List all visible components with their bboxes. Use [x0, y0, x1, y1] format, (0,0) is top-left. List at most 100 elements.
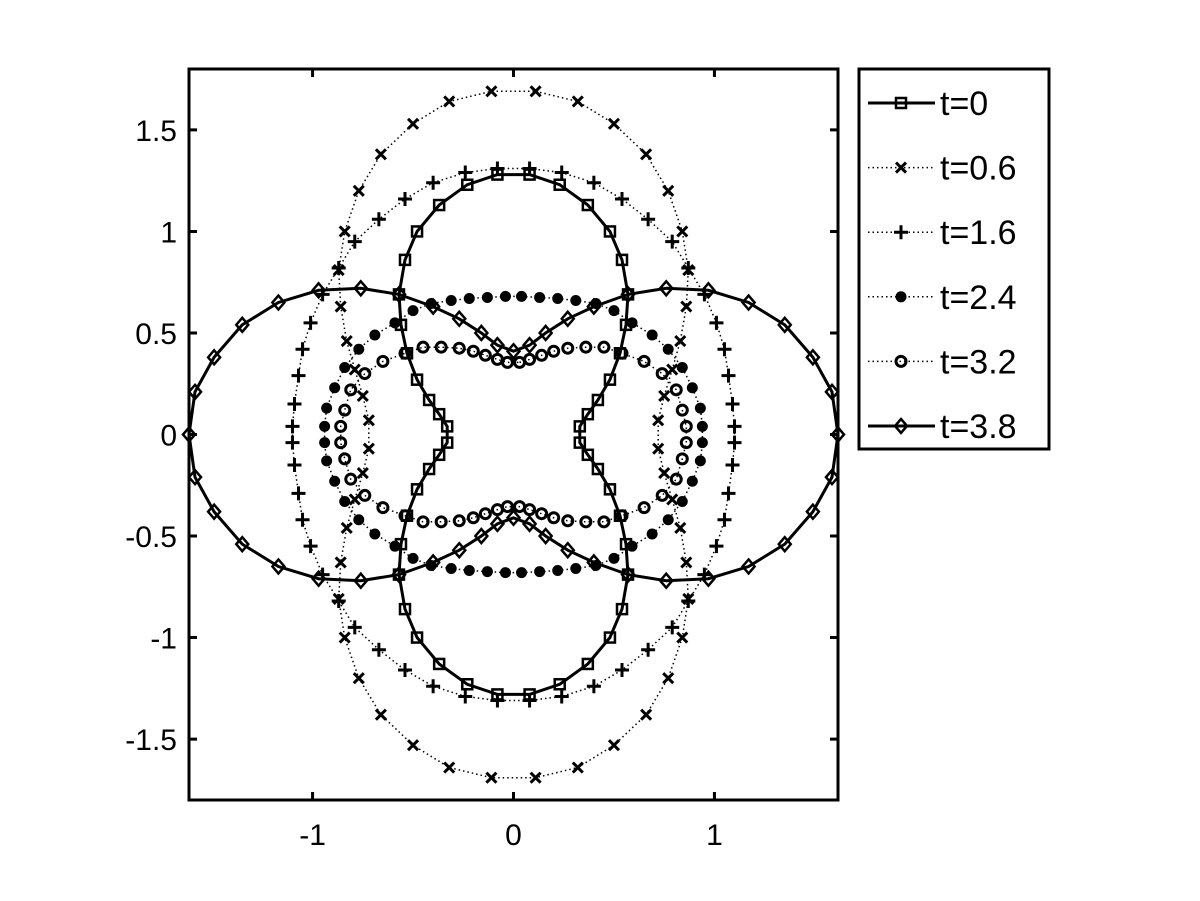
data-point-filled-circle [329, 382, 341, 394]
series-t=2.4 [319, 290, 708, 579]
data-point-plus [641, 212, 656, 227]
data-point-filled-circle [369, 528, 381, 540]
data-point-open-circle [615, 509, 629, 523]
data-point-filled-circle [552, 292, 564, 304]
data-point-diamond [206, 502, 222, 521]
data-point-x [666, 493, 679, 506]
data-point-square [432, 407, 446, 421]
legend-label: t=3.2 [940, 343, 1017, 381]
data-point-diamond [206, 348, 222, 367]
data-point-plus [522, 161, 537, 176]
y-tick-label: 1 [160, 216, 177, 249]
legend-label: t=0 [940, 85, 988, 123]
data-point-filled-circle [445, 294, 457, 306]
legend-box [857, 67, 1051, 451]
data-point-x [680, 556, 693, 569]
y-tick-label: -0.5 [125, 521, 177, 554]
data-point-open-circle [597, 515, 611, 529]
data-point-x [529, 771, 542, 784]
data-point-filled-circle [676, 361, 688, 373]
data-point-open-circle [416, 340, 430, 354]
data-point-open-circle [547, 511, 561, 525]
data-point-plus [285, 435, 300, 450]
data-point-open-circle [615, 346, 629, 360]
data-point-square [461, 678, 474, 691]
data-point-square [440, 436, 454, 449]
data-point-plus [291, 486, 306, 501]
data-point-plus [347, 620, 362, 635]
data-point-filled-circle [389, 540, 401, 552]
data-point-open-circle [478, 348, 492, 362]
data-point-open-circle [334, 436, 348, 450]
data-point-filled-circle [353, 343, 365, 355]
data-point-diamond [310, 281, 327, 300]
legend-marker-diamond [893, 417, 909, 435]
data-point-diamond [777, 315, 793, 334]
y-tick-label: 1.5 [135, 115, 177, 148]
data-point-open-circle [500, 355, 514, 369]
data-point-plus [397, 191, 412, 206]
series-line [323, 295, 704, 574]
data-point-plus [303, 539, 318, 554]
data-point-filled-circle [407, 305, 419, 317]
data-point-filled-circle [534, 566, 546, 578]
data-point-x [443, 761, 456, 774]
data-point-plus [490, 161, 505, 176]
data-point-x [607, 739, 621, 752]
data-point-diamond [740, 557, 757, 576]
data-point-filled-circle [626, 317, 638, 329]
series-layer [181, 85, 846, 784]
data-point-x [529, 85, 542, 98]
data-point-plus [397, 663, 412, 678]
data-point-filled-circle [646, 528, 658, 540]
data-point-filled-circle [516, 290, 528, 302]
legend-entry: t=3.2 [868, 343, 1017, 381]
data-point-filled-circle [319, 437, 331, 449]
data-point-filled-circle [626, 540, 638, 552]
data-point-diamond [310, 569, 327, 588]
data-point-diamond [560, 541, 576, 560]
data-point-plus [331, 594, 346, 609]
data-point-open-circle [338, 452, 352, 466]
data-point-x [571, 95, 584, 108]
data-point-plus [717, 512, 732, 527]
data-point-diamond [187, 468, 203, 487]
data-point-filled-circle [339, 361, 351, 373]
data-point-x [652, 414, 665, 427]
data-point-x [406, 117, 420, 130]
data-point-plus [721, 486, 736, 501]
data-point-square [573, 436, 587, 449]
data-point-plus [615, 191, 630, 206]
data-point-square [573, 420, 587, 433]
legend-entry: t=2.4 [868, 279, 1017, 317]
data-point-plus [717, 342, 732, 357]
data-point-open-circle [344, 472, 358, 486]
data-point-open-circle [466, 511, 480, 525]
data-point-filled-circle [696, 437, 708, 449]
data-point-open-circle [398, 346, 412, 360]
data-point-x [374, 148, 387, 161]
data-point-diamond [187, 382, 203, 401]
data-point-diamond [521, 336, 538, 355]
data-point-square [603, 373, 617, 386]
data-point-square [581, 198, 595, 212]
y-tick-label: 0 [160, 420, 177, 453]
data-point-open-circle [655, 488, 669, 502]
data-point-x [662, 672, 675, 685]
data-point-x [571, 761, 584, 774]
data-point-open-circle [334, 419, 348, 433]
legend-marker-plus [894, 225, 908, 240]
data-point-x [640, 708, 653, 721]
data-point-open-circle [490, 503, 504, 517]
data-point-diamond [353, 279, 369, 298]
data-point-square [581, 448, 595, 462]
data-point-filled-circle [319, 420, 331, 432]
data-point-x [340, 335, 353, 348]
data-point-diamond [620, 285, 636, 304]
data-point-square [603, 483, 617, 496]
data-point-plus [615, 663, 630, 678]
y-tick-label: 0.5 [135, 318, 177, 351]
data-point-open-circle [561, 341, 575, 355]
data-point-diamond [538, 324, 554, 342]
